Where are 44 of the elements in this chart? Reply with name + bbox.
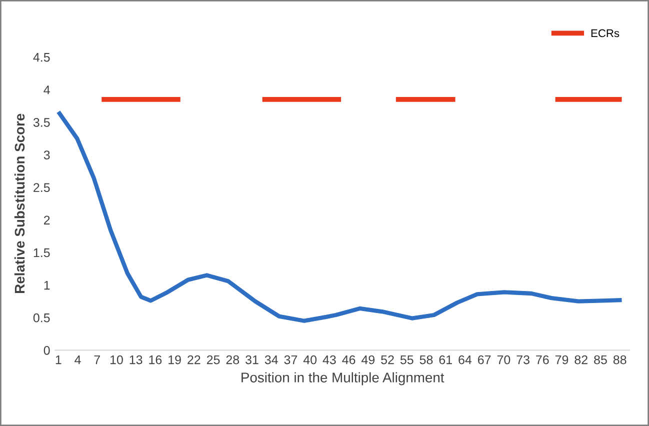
x-tick-label: 10 bbox=[110, 355, 123, 364]
x-tick-label: 16 bbox=[149, 355, 162, 364]
x-tick-label: 61 bbox=[439, 355, 452, 364]
y-tick-label: 2.5 bbox=[34, 183, 50, 192]
x-tick-label: 25 bbox=[206, 355, 220, 364]
line-series bbox=[56, 110, 624, 323]
x-tick-label: 46 bbox=[342, 355, 356, 364]
x-tick-label: 31 bbox=[246, 355, 258, 364]
x-tick-label: 70 bbox=[497, 355, 510, 364]
x-tick-label: 85 bbox=[594, 355, 607, 364]
x-tick-label: 4 bbox=[74, 355, 81, 364]
x-tick-label: 82 bbox=[574, 355, 588, 364]
x-tick-label: 67 bbox=[478, 355, 491, 364]
x-tick-label: 7 bbox=[94, 355, 100, 364]
x-tick-label: 73 bbox=[516, 355, 530, 364]
y-tick-label: 2 bbox=[44, 216, 50, 224]
legend-label: ECRs bbox=[591, 29, 620, 38]
x-tick-label: 55 bbox=[400, 355, 414, 364]
y-axis-title: Relative Substitution Score bbox=[14, 114, 25, 293]
x-tick-label: 34 bbox=[264, 355, 278, 364]
x-tick-label: 22 bbox=[188, 355, 200, 364]
y-tick-label: 1 bbox=[44, 280, 50, 290]
y-tick-label: 1.5 bbox=[34, 248, 50, 258]
x-tick-label: 19 bbox=[168, 355, 181, 364]
x-tick-label: 79 bbox=[555, 355, 568, 364]
y-tick-label: 3.5 bbox=[33, 118, 50, 127]
y-tick-label: 4 bbox=[44, 86, 50, 94]
x-tick-label: 1 bbox=[56, 355, 62, 364]
x-tick-label: 88 bbox=[613, 355, 626, 364]
x-tick-label: 49 bbox=[362, 355, 375, 364]
x-tick-label: 43 bbox=[322, 355, 336, 364]
y-tick-label: 3 bbox=[44, 150, 50, 160]
y-tick-label: 0.5 bbox=[33, 313, 50, 322]
x-tick-label: 40 bbox=[303, 355, 317, 364]
x-tick-label: 28 bbox=[226, 355, 240, 364]
x-tick-label: 52 bbox=[381, 355, 394, 364]
x-tick-label: 37 bbox=[284, 355, 298, 364]
y-tick-label: 4.5 bbox=[33, 53, 50, 62]
y-tick-label: 0 bbox=[44, 346, 50, 355]
x-axis-title: Position in the Multiple Alignment bbox=[242, 372, 444, 386]
x-tick-label: 13 bbox=[130, 355, 142, 364]
x-tick-label: 76 bbox=[536, 355, 549, 364]
x-tick-label: 58 bbox=[420, 355, 433, 364]
x-tick-label: 64 bbox=[458, 355, 472, 364]
